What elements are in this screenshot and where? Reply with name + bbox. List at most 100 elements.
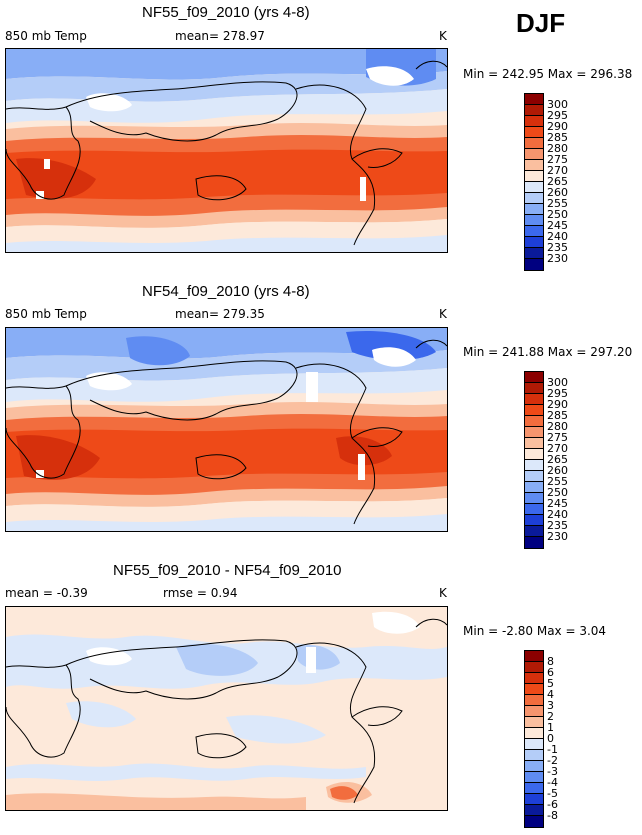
panel-2-swatch bbox=[525, 449, 543, 460]
panel-2-swatch bbox=[525, 515, 543, 526]
panel-3-swatch bbox=[525, 662, 543, 673]
panel-3-swatch bbox=[525, 673, 543, 684]
panel-2-map-svg bbox=[6, 328, 447, 531]
panel-2-missing-tibet bbox=[86, 372, 132, 391]
panel-3-warm-southern-core bbox=[330, 786, 358, 800]
panel-2-minmax: Min = 241.88 Max = 297.20 bbox=[463, 345, 633, 359]
tick-label: 230 bbox=[547, 530, 568, 543]
tick-label: 255 bbox=[547, 475, 568, 488]
tick-label: 235 bbox=[547, 519, 568, 532]
panel-2-mean-label: mean= 279.35 bbox=[175, 307, 265, 321]
panel-1-swatch bbox=[525, 259, 543, 270]
panel-1-swatch bbox=[525, 94, 543, 105]
panel-1-colorbar bbox=[524, 93, 544, 271]
panel-2-swatch bbox=[525, 482, 543, 493]
panel-2-greenland-cold bbox=[346, 330, 436, 361]
panel-1-mean-label: mean= 278.97 bbox=[175, 29, 265, 43]
panel-2-swatch bbox=[525, 493, 543, 504]
tick-label: 255 bbox=[547, 197, 568, 210]
panel-3-warm-antarctic bbox=[6, 793, 306, 810]
tick-label: -1 bbox=[547, 743, 558, 756]
tick-label: 6 bbox=[547, 666, 554, 679]
tick-label: 300 bbox=[547, 376, 568, 389]
panel-3-swatch bbox=[525, 750, 543, 761]
panel-1-swatch bbox=[525, 171, 543, 182]
panel-1-missing-greenland bbox=[366, 66, 414, 86]
panel-1-missing-tibet bbox=[86, 93, 132, 112]
tick-label: 290 bbox=[547, 398, 568, 411]
tick-label: 240 bbox=[547, 508, 568, 521]
tick-label: -2 bbox=[547, 754, 558, 767]
panel-2-missing-greenland bbox=[372, 347, 416, 367]
panel-2-swatch bbox=[525, 416, 543, 427]
panel-1-minmax: Min = 242.95 Max = 296.38 bbox=[463, 67, 633, 81]
panel-3-coastlines bbox=[6, 618, 447, 804]
tick-label: 265 bbox=[547, 175, 568, 188]
tick-label: 2 bbox=[547, 710, 554, 723]
tick-label: 235 bbox=[547, 241, 568, 254]
panel-3-swatch bbox=[525, 794, 543, 805]
panel-2-missing-andes bbox=[358, 454, 365, 480]
tick-label: -8 bbox=[547, 809, 558, 822]
panel-1-swatch bbox=[525, 149, 543, 160]
panel-3-mean-label: mean = -0.39 bbox=[5, 586, 88, 600]
panel-3-cool-indian bbox=[66, 701, 136, 728]
tick-label: 5 bbox=[547, 677, 554, 690]
panel-3-swatch bbox=[525, 651, 543, 662]
panel-2-swatch bbox=[525, 504, 543, 515]
tick-label: 1 bbox=[547, 721, 554, 734]
panel-2-arctic-band bbox=[6, 328, 447, 359]
panel-3-colorbar-ticks: 8 6 5 4 3 2 1 0 -1 -2 -3 -4 -5 -6 -8 bbox=[547, 656, 558, 821]
panel-2-siberia-cold bbox=[126, 336, 190, 366]
panel-1-swatch bbox=[525, 193, 543, 204]
tick-label: 260 bbox=[547, 464, 568, 477]
panel-1-variable-label: 850 mb Temp bbox=[5, 29, 87, 43]
panel-3-swatch bbox=[525, 805, 543, 816]
panel-3-swatch bbox=[525, 684, 543, 695]
panel-2-africa-warm bbox=[16, 435, 100, 480]
panel-2-title: NF54_f09_2010 (yrs 4-8) bbox=[142, 283, 310, 300]
tick-label: 260 bbox=[547, 186, 568, 199]
panel-2-antarctic-band bbox=[6, 514, 447, 531]
tick-label: 3 bbox=[547, 699, 554, 712]
panel-2-missing-south-africa bbox=[36, 470, 44, 478]
panel-3-swatch bbox=[525, 706, 543, 717]
panel-3-swatch bbox=[525, 728, 543, 739]
panel-1-colorbar-ticks: 300 295 290 285 280 275 270 265 260 255 … bbox=[547, 99, 568, 264]
panel-1-swatch bbox=[525, 182, 543, 193]
panel-3-missing-tibet bbox=[86, 647, 132, 666]
panel-3-swatch bbox=[525, 717, 543, 728]
panel-1-swatch bbox=[525, 204, 543, 215]
tick-label: 275 bbox=[547, 153, 568, 166]
season-label: DJF bbox=[516, 8, 566, 38]
panel-3-colorbar bbox=[524, 650, 544, 828]
panel-2-swatch bbox=[525, 438, 543, 449]
panel-3-swatch bbox=[525, 695, 543, 706]
panel-1-unit-label: K bbox=[439, 29, 447, 43]
tick-label: 300 bbox=[547, 98, 568, 111]
tick-label: 230 bbox=[547, 252, 568, 265]
panel-3-unit-label: K bbox=[439, 586, 447, 600]
panel-3-swatch bbox=[525, 783, 543, 794]
panel-1-missing-south-africa bbox=[36, 191, 44, 199]
tick-label: 250 bbox=[547, 486, 568, 499]
panel-2-swatch bbox=[525, 460, 543, 471]
tick-label: 265 bbox=[547, 453, 568, 466]
panel-2-coastlines bbox=[6, 339, 447, 525]
panel-1-missing-andes bbox=[360, 177, 366, 201]
panel-3-map bbox=[5, 606, 448, 811]
panel-1-equator-band bbox=[6, 149, 447, 200]
panel-3-minmax: Min = -2.80 Max = 3.04 bbox=[463, 624, 607, 638]
tick-label: 245 bbox=[547, 219, 568, 232]
panel-3-title: NF55_f09_2010 - NF54_f09_2010 bbox=[113, 562, 342, 579]
panel-1-midlat-band bbox=[6, 89, 447, 123]
panel-2-midlat-band bbox=[6, 368, 447, 402]
tick-label: 285 bbox=[547, 409, 568, 422]
panel-3-swatch bbox=[525, 761, 543, 772]
panel-1-map bbox=[5, 48, 448, 253]
panel-2-unit-label: K bbox=[439, 307, 447, 321]
tick-label: -5 bbox=[547, 787, 558, 800]
panel-1-antarctic-band bbox=[6, 235, 447, 252]
panel-3-map-svg bbox=[6, 607, 447, 810]
panel-1-swatch bbox=[525, 116, 543, 127]
